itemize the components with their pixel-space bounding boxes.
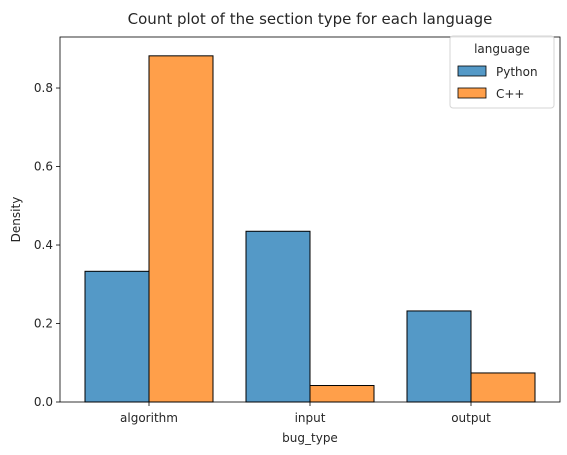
bar-python-algorithm <box>84 270 150 403</box>
y-tick-label: 0.6 <box>34 160 53 174</box>
y-tick-label: 0.2 <box>34 317 53 331</box>
bar-cp-algorithm <box>148 55 214 403</box>
y-axis-label: Density <box>9 197 23 243</box>
legend-title: language <box>474 42 530 56</box>
x-axis-label: bug_type <box>282 431 338 445</box>
chart-title: Count plot of the section type for each … <box>128 10 493 28</box>
legend-swatch-python <box>457 65 487 77</box>
x-ticks: algorithm input output <box>120 402 491 425</box>
bars-group <box>84 55 536 403</box>
bar-python-output <box>406 310 472 403</box>
bar-cp-input <box>309 385 375 403</box>
plot-frame <box>59 36 561 403</box>
y-tick-label: 0.0 <box>34 395 53 409</box>
legend-label-python: Python <box>496 65 538 79</box>
y-tick-label: 0.8 <box>34 81 53 95</box>
legend-swatch-cpp <box>457 87 487 99</box>
bar-cp-output <box>470 372 536 403</box>
x-tick-label-algorithm: algorithm <box>120 411 178 425</box>
legend: language Python C++ <box>449 35 555 109</box>
x-tick-label-input: input <box>295 411 326 425</box>
legend-label-cpp: C++ <box>496 87 525 101</box>
x-tick-label-output: output <box>451 411 491 425</box>
y-ticks: 0.0 0.2 0.4 0.6 0.8 <box>34 81 60 409</box>
y-tick-label: 0.4 <box>34 238 53 252</box>
bar-python-input <box>245 230 311 403</box>
